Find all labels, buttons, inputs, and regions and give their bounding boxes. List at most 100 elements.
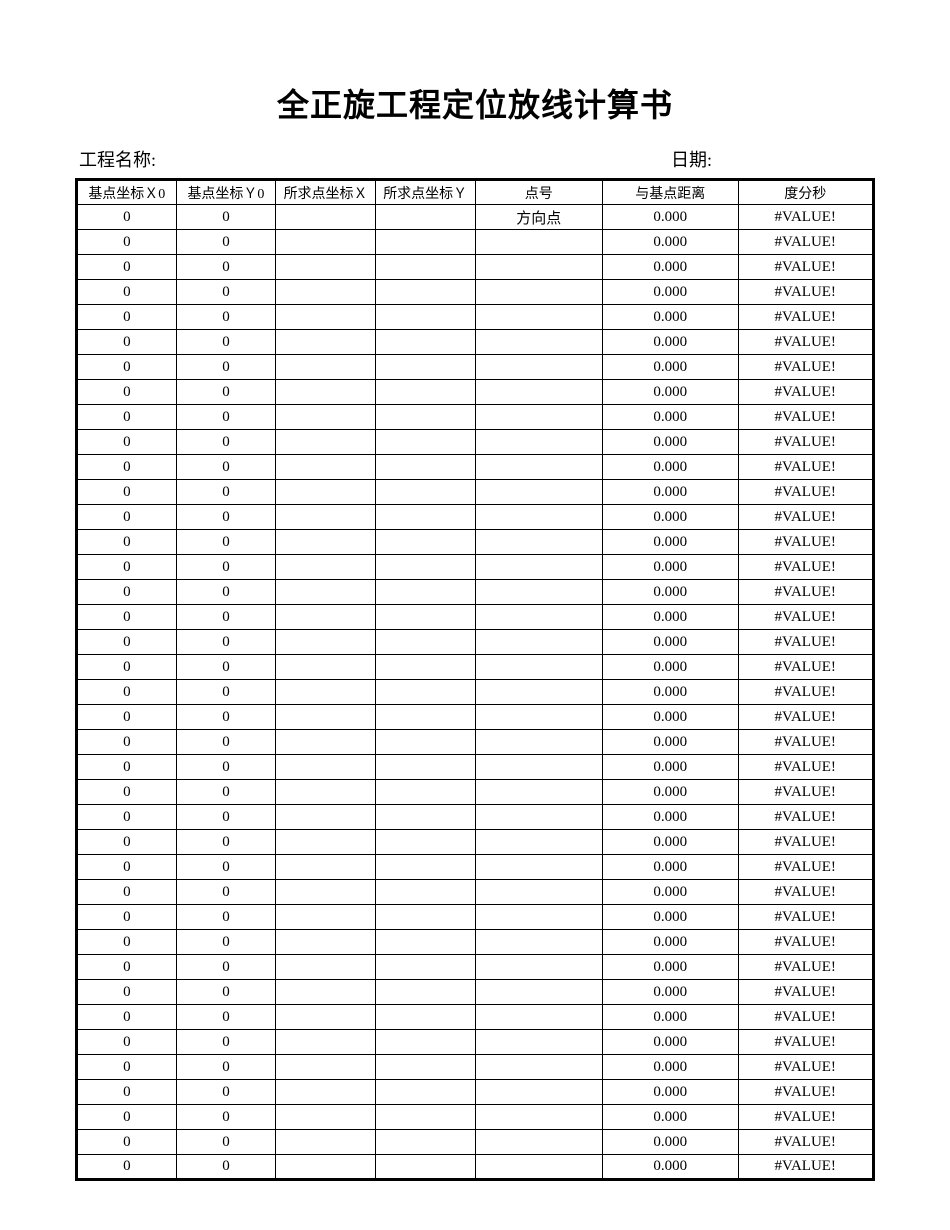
cell-dms: #VALUE! <box>738 780 874 805</box>
cell-reqx <box>276 330 376 355</box>
cell-reqy <box>375 355 475 380</box>
cell-reqx <box>276 980 376 1005</box>
cell-dms: #VALUE! <box>738 755 874 780</box>
cell-reqy <box>375 380 475 405</box>
cell-point <box>475 505 603 530</box>
cell-x0: 0 <box>77 230 177 255</box>
col-header-distance: 与基点距离 <box>603 180 738 205</box>
cell-y0: 0 <box>176 405 276 430</box>
cell-distance: 0.000 <box>603 505 738 530</box>
cell-dms: #VALUE! <box>738 905 874 930</box>
cell-point <box>475 905 603 930</box>
cell-reqx <box>276 505 376 530</box>
cell-reqy <box>375 1155 475 1180</box>
cell-x0: 0 <box>77 1105 177 1130</box>
cell-dms: #VALUE! <box>738 555 874 580</box>
cell-dms: #VALUE! <box>738 705 874 730</box>
cell-reqx <box>276 355 376 380</box>
cell-y0: 0 <box>176 330 276 355</box>
cell-x0: 0 <box>77 955 177 980</box>
cell-y0: 0 <box>176 305 276 330</box>
cell-reqy <box>375 630 475 655</box>
cell-point <box>475 230 603 255</box>
cell-reqy <box>375 205 475 230</box>
cell-y0: 0 <box>176 980 276 1005</box>
cell-x0: 0 <box>77 780 177 805</box>
cell-reqy <box>375 655 475 680</box>
cell-x0: 0 <box>77 305 177 330</box>
cell-distance: 0.000 <box>603 1105 738 1130</box>
cell-dms: #VALUE! <box>738 805 874 830</box>
cell-reqx <box>276 730 376 755</box>
cell-x0: 0 <box>77 605 177 630</box>
cell-distance: 0.000 <box>603 980 738 1005</box>
cell-reqy <box>375 555 475 580</box>
cell-point <box>475 580 603 605</box>
cell-reqx <box>276 405 376 430</box>
table-row: 000.000#VALUE! <box>77 830 874 855</box>
table-row: 000.000#VALUE! <box>77 855 874 880</box>
table-row: 000.000#VALUE! <box>77 630 874 655</box>
cell-distance: 0.000 <box>603 630 738 655</box>
cell-x0: 0 <box>77 805 177 830</box>
cell-dms: #VALUE! <box>738 530 874 555</box>
cell-dms: #VALUE! <box>738 405 874 430</box>
cell-distance: 0.000 <box>603 405 738 430</box>
cell-distance: 0.000 <box>603 230 738 255</box>
table-row: 000.000#VALUE! <box>77 305 874 330</box>
cell-reqy <box>375 755 475 780</box>
table-row: 000.000#VALUE! <box>77 380 874 405</box>
cell-reqx <box>276 880 376 905</box>
table-row: 000.000#VALUE! <box>77 580 874 605</box>
cell-y0: 0 <box>176 455 276 480</box>
cell-reqy <box>375 805 475 830</box>
cell-reqx <box>276 555 376 580</box>
table-row: 000.000#VALUE! <box>77 255 874 280</box>
cell-y0: 0 <box>176 655 276 680</box>
cell-point <box>475 355 603 380</box>
cell-y0: 0 <box>176 830 276 855</box>
cell-distance: 0.000 <box>603 1155 738 1180</box>
cell-point <box>475 455 603 480</box>
cell-reqx <box>276 480 376 505</box>
cell-dms: #VALUE! <box>738 380 874 405</box>
cell-reqx <box>276 455 376 480</box>
table-row: 000.000#VALUE! <box>77 905 874 930</box>
cell-x0: 0 <box>77 655 177 680</box>
cell-dms: #VALUE! <box>738 330 874 355</box>
table-row: 000.000#VALUE! <box>77 680 874 705</box>
cell-distance: 0.000 <box>603 530 738 555</box>
cell-point <box>475 780 603 805</box>
cell-point <box>475 1055 603 1080</box>
cell-y0: 0 <box>176 255 276 280</box>
cell-y0: 0 <box>176 930 276 955</box>
cell-reqx <box>276 680 376 705</box>
cell-y0: 0 <box>176 1155 276 1180</box>
cell-reqy <box>375 405 475 430</box>
cell-distance: 0.000 <box>603 205 738 230</box>
cell-reqy <box>375 780 475 805</box>
cell-point <box>475 755 603 780</box>
cell-dms: #VALUE! <box>738 230 874 255</box>
cell-distance: 0.000 <box>603 680 738 705</box>
cell-point <box>475 1130 603 1155</box>
cell-distance: 0.000 <box>603 830 738 855</box>
cell-distance: 0.000 <box>603 1130 738 1155</box>
cell-reqy <box>375 1130 475 1155</box>
cell-x0: 0 <box>77 430 177 455</box>
cell-dms: #VALUE! <box>738 980 874 1005</box>
cell-x0: 0 <box>77 905 177 930</box>
cell-y0: 0 <box>176 955 276 980</box>
cell-distance: 0.000 <box>603 930 738 955</box>
col-header-dms: 度分秒 <box>738 180 874 205</box>
cell-x0: 0 <box>77 1080 177 1105</box>
table-row: 000.000#VALUE! <box>77 230 874 255</box>
cell-y0: 0 <box>176 430 276 455</box>
cell-point <box>475 1005 603 1030</box>
cell-reqy <box>375 580 475 605</box>
cell-y0: 0 <box>176 705 276 730</box>
cell-x0: 0 <box>77 555 177 580</box>
cell-y0: 0 <box>176 880 276 905</box>
table-row: 000.000#VALUE! <box>77 480 874 505</box>
cell-reqy <box>375 980 475 1005</box>
